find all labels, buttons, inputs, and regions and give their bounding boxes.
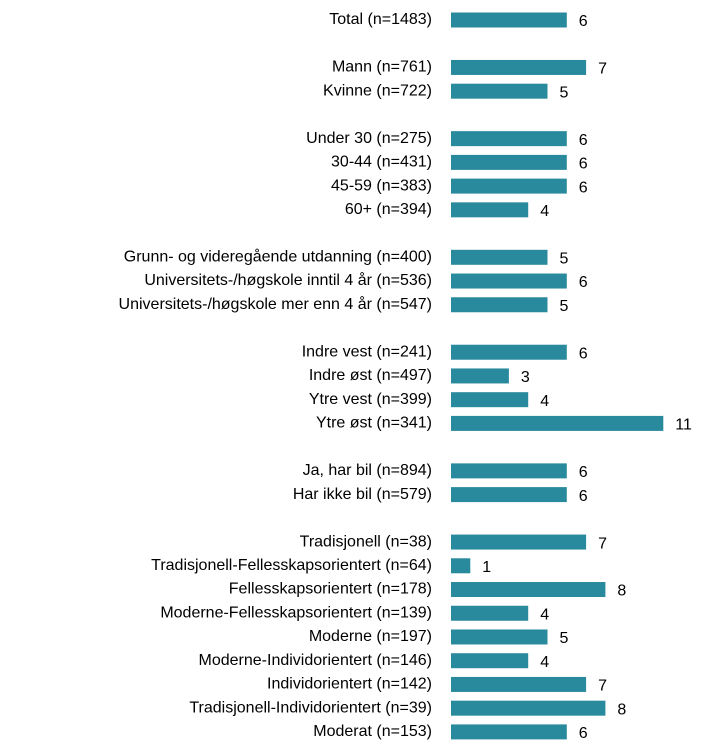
category-label: Tradisjonell-Individorientert (n=39)	[189, 699, 432, 716]
value-label: 6	[579, 345, 588, 362]
category-label: Tradisjonell (n=38)	[300, 533, 432, 550]
value-label: 7	[598, 61, 607, 78]
category-label: Under 30 (n=275)	[306, 130, 432, 147]
bar	[451, 12, 567, 28]
bar	[451, 83, 548, 99]
bar	[451, 463, 567, 479]
category-label: Moderat (n=153)	[313, 723, 432, 740]
value-label: 5	[560, 251, 569, 268]
category-label: Kvinne (n=722)	[323, 82, 432, 99]
value-label: 5	[560, 298, 569, 315]
bar	[451, 534, 587, 550]
value-label: 4	[540, 203, 549, 220]
bar	[451, 131, 567, 147]
bar	[451, 178, 567, 194]
category-label: Moderne-Fellesskapsorientert (n=139)	[160, 604, 432, 621]
bar	[451, 273, 567, 289]
bar	[451, 653, 529, 669]
bar	[451, 700, 606, 716]
bar	[451, 724, 567, 740]
category-label: Ja, har bil (n=894)	[303, 462, 432, 479]
bar	[451, 202, 529, 218]
value-label: 4	[540, 654, 549, 671]
bar	[451, 676, 587, 692]
category-label: 60+ (n=394)	[345, 201, 432, 218]
category-label: Har ikke bil (n=579)	[293, 486, 432, 503]
category-label: 45-59 (n=383)	[331, 177, 432, 194]
value-label: 8	[617, 583, 626, 600]
bar	[451, 582, 606, 598]
category-label: Grunn- og videregående utdanning (n=400)	[124, 248, 432, 266]
value-label: 5	[560, 84, 569, 101]
value-label: 6	[579, 13, 588, 30]
bar	[451, 415, 664, 431]
bar	[451, 558, 471, 574]
value-label: 6	[579, 725, 588, 741]
category-label: Ytre vest (n=399)	[309, 391, 432, 408]
bar	[451, 297, 548, 313]
value-label: 8	[617, 701, 626, 718]
value-label: 6	[579, 488, 588, 505]
value-label: 6	[579, 464, 588, 481]
value-label: 6	[579, 179, 588, 196]
bar	[451, 344, 567, 360]
value-label: 6	[579, 274, 588, 291]
value-label: 4	[540, 606, 549, 623]
bar	[451, 605, 529, 621]
bar	[451, 368, 509, 384]
category-label: Moderne-Individorientert (n=146)	[199, 652, 432, 669]
value-label: 6	[579, 156, 588, 173]
bar	[451, 629, 548, 645]
value-label: 6	[579, 132, 588, 149]
value-label: 1	[482, 559, 491, 576]
value-label: 7	[598, 535, 607, 552]
bar	[451, 154, 567, 170]
category-label: Fellesskapsorientert (n=178)	[229, 581, 432, 598]
category-label: Tradisjonell-Fellesskapsorientert (n=64)	[151, 557, 432, 574]
category-label: Mann (n=761)	[332, 59, 432, 76]
bar	[451, 392, 529, 408]
value-label: 7	[598, 678, 607, 695]
category-label: Indre øst (n=497)	[309, 367, 432, 384]
category-label: 30-44 (n=431)	[331, 154, 432, 171]
bar	[451, 59, 587, 75]
value-label: 4	[540, 393, 549, 410]
category-label: Total (n=1483)	[329, 11, 432, 28]
category-label: Universitets-/høgskole inntil 4 år (n=53…	[144, 271, 432, 289]
bar	[451, 487, 567, 503]
bar	[451, 249, 548, 265]
value-label: 11	[675, 417, 692, 434]
category-label: Indre vest (n=241)	[302, 343, 432, 360]
value-label: 5	[560, 630, 569, 647]
category-label: Universitets-/høgskole mer enn 4 år (n=5…	[119, 295, 432, 313]
value-label: 3	[521, 369, 530, 386]
category-label: Moderne (n=197)	[309, 628, 432, 645]
category-label: Individorientert (n=142)	[267, 676, 432, 693]
category-label: Ytre øst (n=341)	[316, 415, 432, 432]
